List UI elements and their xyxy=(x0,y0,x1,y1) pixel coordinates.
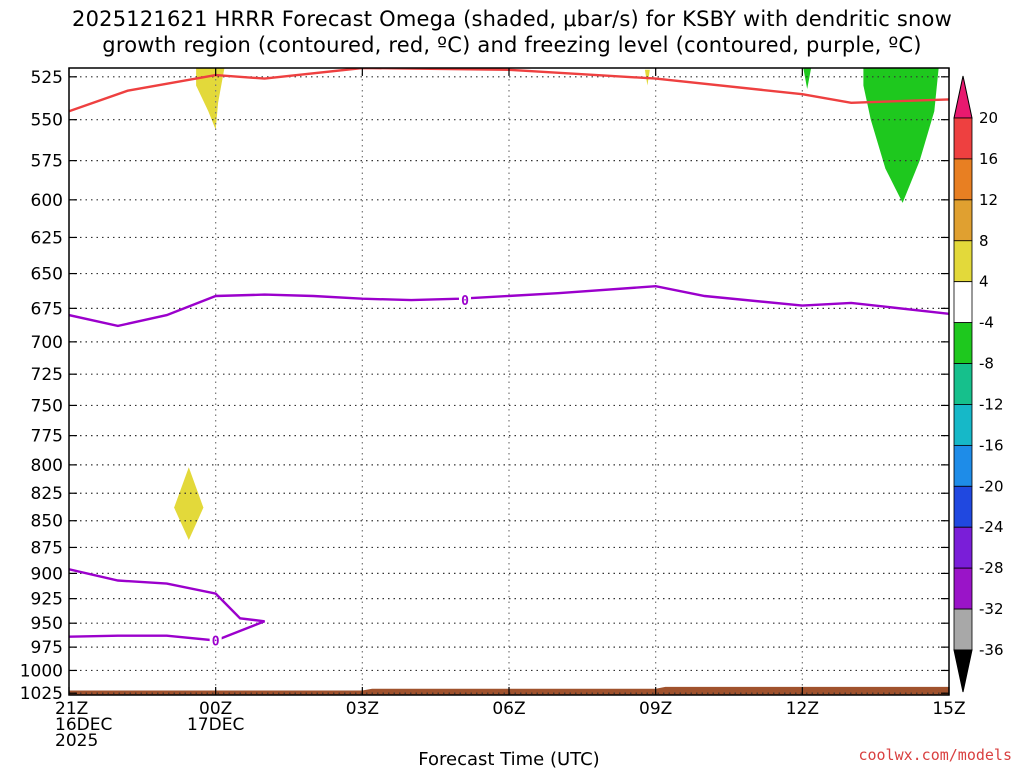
colorbar-label: -24 xyxy=(979,518,1004,536)
x-tick-label-line: 2025 xyxy=(55,731,98,751)
x-axis-label: Forecast Time (UTC) xyxy=(418,749,599,768)
colorbar-segment xyxy=(953,485,973,528)
x-tick-label: 00Z 17DEC xyxy=(187,699,244,735)
dendritic-contour xyxy=(69,68,949,113)
colorbar-segment xyxy=(953,526,973,569)
contour-lines: 00 xyxy=(69,68,949,649)
x-tick-label-line: 06Z xyxy=(492,699,525,719)
y-tick-label: 875 xyxy=(31,538,63,558)
y-tick-label: 850 xyxy=(31,512,63,532)
x-tick-label-line: 15Z xyxy=(932,699,965,719)
freezing-level-label: 0 xyxy=(212,634,220,649)
colorbar-label: 8 xyxy=(979,232,989,250)
colorbar-label: 4 xyxy=(979,273,989,291)
freezing-level-contour-upper xyxy=(69,284,949,328)
chart-title: 2025121621 HRRR Forecast Omega (shaded, … xyxy=(72,7,952,57)
y-tick-label: 725 xyxy=(31,365,63,385)
y-tick-label: 550 xyxy=(31,111,63,131)
x-tick-label: 09Z xyxy=(639,699,672,719)
y-tick-label: 675 xyxy=(31,299,63,319)
freezing-level-label: 0 xyxy=(461,294,469,309)
x-tick-label-line: 00Z xyxy=(199,699,232,719)
axes: 525 550 575 600 625 650 675 700 725 750 775 800 825 8… xyxy=(20,67,966,751)
y-tick-label: 975 xyxy=(31,638,63,658)
x-tick-label-line: 21Z xyxy=(55,699,88,719)
y-tick-label: 600 xyxy=(31,191,63,211)
colorbar-segment xyxy=(953,281,973,324)
credit-link[interactable]: coolwx.com/models xyxy=(858,746,1012,764)
colorbar-label: 16 xyxy=(979,150,998,168)
grid-lines xyxy=(69,68,949,695)
y-tick-label: 750 xyxy=(31,396,63,416)
x-tick-label-line: 09Z xyxy=(639,699,672,719)
colorbar-label: -8 xyxy=(979,355,994,373)
y-tick-label: 700 xyxy=(31,333,63,353)
colorbar-segment xyxy=(953,199,973,242)
y-tick-label: 950 xyxy=(31,614,63,634)
colorbar-label: -36 xyxy=(979,641,1004,659)
colorbar-label: 12 xyxy=(979,191,998,209)
y-tick-label: 800 xyxy=(31,456,63,476)
y-tick-label: 900 xyxy=(31,564,63,584)
colorbar-segment xyxy=(953,240,973,283)
y-tick-label: 825 xyxy=(31,484,63,504)
x-tick-label: 06Z xyxy=(492,699,525,719)
colorbar-label: -20 xyxy=(979,477,1004,495)
omega-region-3 xyxy=(803,68,812,89)
y-tick-label: 925 xyxy=(31,590,63,610)
x-tick-label: 21Z 16DEC 2025 xyxy=(55,699,112,751)
colorbar-segment xyxy=(953,567,973,610)
colorbar-segment xyxy=(953,444,973,487)
y-tick-label: 650 xyxy=(31,265,63,285)
x-tick-label: 15Z xyxy=(932,699,965,719)
y-tick-label: 775 xyxy=(31,427,63,447)
colorbar-segment xyxy=(953,404,973,446)
colorbar-label: 20 xyxy=(979,109,998,127)
omega-region-1 xyxy=(174,467,204,540)
colorbar-label: -28 xyxy=(979,559,1004,577)
y-tick-label: 1000 xyxy=(20,661,63,681)
colorbar: 20 16 12 8 4 -4 -8 -12 -16 -20 -24 -28 -32 -36 xyxy=(953,75,1004,693)
x-tick-label: 03Z xyxy=(346,699,379,719)
colorbar-bottom-arrow xyxy=(953,649,973,693)
freezing-level-contour-lower xyxy=(69,568,266,642)
colorbar-segment xyxy=(953,363,973,405)
x-tick-label-line: 03Z xyxy=(346,699,379,719)
contour-label-bg-0 xyxy=(459,292,471,308)
y-tick-label: 525 xyxy=(31,68,63,88)
colorbar-segment xyxy=(953,158,973,201)
y-tick-label: 575 xyxy=(31,152,63,172)
x-tick-label-line: 16DEC xyxy=(55,715,112,735)
y-tick-label: 625 xyxy=(31,228,63,248)
colorbar-label: -32 xyxy=(979,600,1004,618)
contour-label-bg-1 xyxy=(209,632,222,648)
colorbar-label: -16 xyxy=(979,436,1004,454)
colorbar-label: -4 xyxy=(979,314,994,332)
omega-region-0 xyxy=(196,68,225,130)
colorbar-label: -12 xyxy=(979,395,1004,413)
colorbar-segment xyxy=(953,322,973,364)
colorbar-top-arrow xyxy=(953,75,973,119)
y-tick-label: 1025 xyxy=(20,684,63,704)
colorbar-segment xyxy=(953,608,973,651)
x-tick-label: 12Z xyxy=(786,699,819,719)
colorbar-segment xyxy=(953,117,973,160)
x-tick-label-line: 17DEC xyxy=(187,715,244,735)
x-tick-label-line: 12Z xyxy=(786,699,819,719)
